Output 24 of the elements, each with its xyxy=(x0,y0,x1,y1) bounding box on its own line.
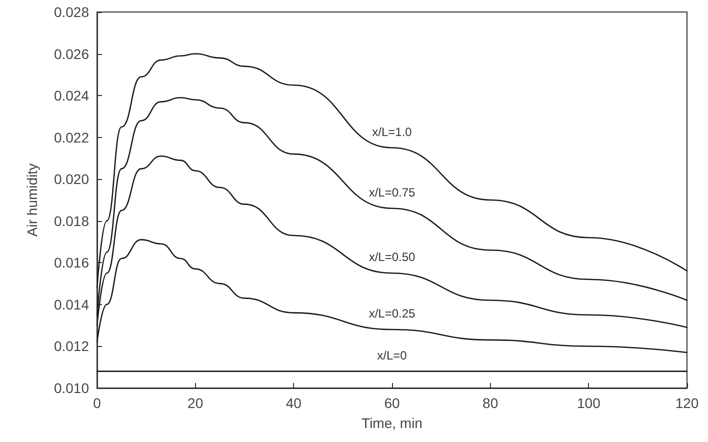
y-tick-label: 0.016 xyxy=(54,254,90,271)
series-label: x/L=0.75 xyxy=(368,185,416,200)
y-tick-label: 0.022 xyxy=(54,129,90,146)
x-axis-title: Time, min xyxy=(362,415,422,431)
series-label: x/L=0.50 xyxy=(368,250,416,264)
x-tick-label: 0 xyxy=(93,395,102,411)
y-axis-title: Air humidity xyxy=(24,163,40,237)
y-tick-label: 0.028 xyxy=(54,4,90,20)
x-tick-label: 120 xyxy=(675,395,699,411)
x-tick-label: 60 xyxy=(384,395,400,411)
x-tick-label: 20 xyxy=(188,395,204,411)
y-tick-label: 0.024 xyxy=(54,88,90,104)
series-label: x/L=0.25 xyxy=(368,306,416,321)
y-tick-label: 0.010 xyxy=(54,380,90,396)
series-label: x/L=1.0 xyxy=(372,124,412,139)
y-tick-label: 0.014 xyxy=(54,296,90,312)
y-tick-label: 0.012 xyxy=(54,338,90,354)
x-tick-label: 40 xyxy=(286,395,302,411)
x-tick-label: 80 xyxy=(482,395,498,411)
y-tick-label: 0.018 xyxy=(54,212,90,229)
y-tick-label: 0.020 xyxy=(54,171,90,188)
series-label: x/L=0 xyxy=(377,348,408,362)
y-tick-label: 0.026 xyxy=(54,46,90,62)
x-tick-label: 100 xyxy=(576,395,601,411)
